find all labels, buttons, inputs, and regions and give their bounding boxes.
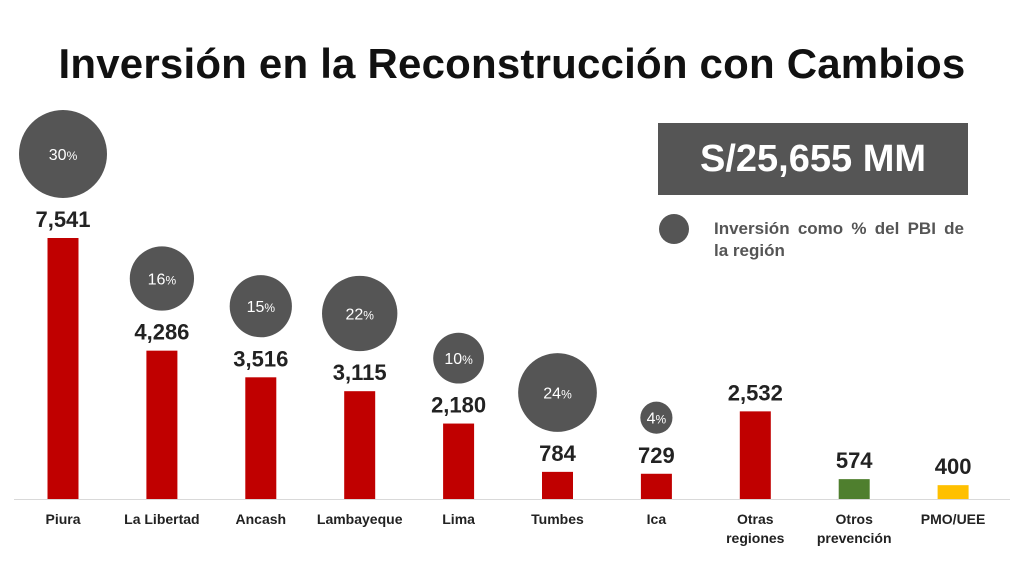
bar (838, 479, 870, 499)
bar (443, 423, 475, 499)
page-title: Inversión en la Reconstrucción con Cambi… (58, 40, 966, 87)
pbi-percent-bubble (129, 246, 195, 311)
pbi-percent-bubble (322, 275, 398, 352)
category-label: La Libertad (124, 511, 199, 527)
category-label: Ancash (236, 511, 287, 527)
pbi-percent-label: 24% (543, 386, 572, 403)
bar-value-label: 784 (539, 441, 576, 466)
bar (344, 391, 376, 499)
bar-value-label: 2,180 (431, 393, 486, 418)
pbi-percent-label: 15% (247, 299, 276, 316)
pbi-percent-bubble (19, 110, 107, 198)
category-label: Lima (442, 511, 475, 527)
pbi-percent-label: 4% (647, 411, 667, 428)
legend: Inversión como % del PBI de la región (658, 212, 964, 272)
pbi-percent-label: 30% (49, 147, 78, 164)
pbi-percent-label: 16% (148, 272, 177, 289)
bar-value-label: 3,516 (233, 346, 288, 371)
bar (640, 473, 672, 499)
bar (937, 485, 969, 499)
category-label: Otros (836, 511, 874, 527)
legend-bubble-marker (659, 214, 689, 244)
total-investment-badge: S/25,655 MM (658, 123, 968, 195)
category-label: regiones (726, 530, 785, 546)
category-label: Lambayeque (317, 511, 403, 527)
pbi-percent-bubble (518, 353, 597, 432)
bar (47, 238, 79, 499)
category-label: Otras (737, 511, 774, 527)
bar (245, 377, 277, 499)
bar-value-label: 400 (935, 454, 972, 479)
bar (739, 411, 771, 499)
category-label: PMO/UEE (921, 511, 986, 527)
pbi-percent-bubble (433, 332, 485, 384)
bar (146, 350, 178, 499)
pbi-percent-bubble (640, 401, 673, 434)
bar-value-label: 2,532 (728, 380, 783, 405)
bar-value-label: 4,286 (134, 320, 189, 345)
pbi-percent-bubble (229, 275, 292, 338)
bar (542, 471, 573, 499)
bar-value-label: 7,541 (35, 207, 90, 232)
category-label: Tumbes (531, 511, 584, 527)
bar-value-label: 574 (836, 448, 873, 473)
pbi-percent-label: 22% (345, 307, 374, 324)
legend-label: Inversión como % del PBI de la región (714, 219, 964, 260)
pbi-percent-label: 10% (444, 351, 473, 368)
bar-value-label: 3,115 (333, 360, 387, 385)
category-label: prevención (817, 530, 892, 546)
category-label: Piura (45, 511, 80, 527)
bar-value-label: 729 (638, 443, 675, 468)
category-label: Ica (647, 511, 667, 527)
